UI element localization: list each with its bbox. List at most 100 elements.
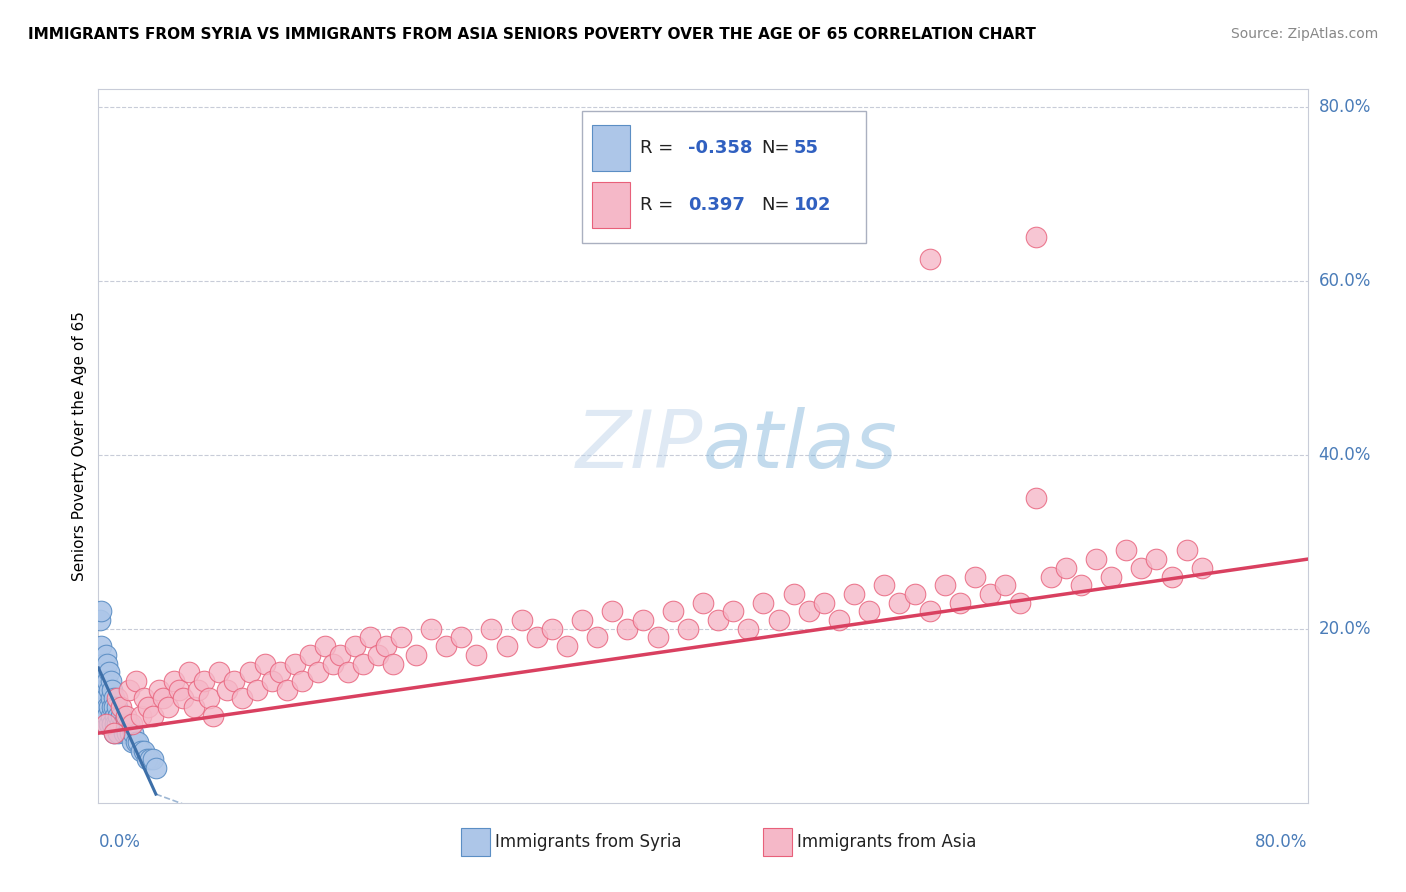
Point — [246, 682, 269, 697]
Point — [540, 622, 562, 636]
Text: 0.0%: 0.0% — [98, 833, 141, 851]
Point — [96, 673, 118, 688]
Point — [797, 604, 820, 618]
Point — [94, 708, 117, 723]
Point — [979, 587, 1001, 601]
Point — [307, 665, 329, 680]
Text: N=: N= — [761, 196, 790, 214]
Point — [1085, 552, 1108, 566]
Point — [465, 648, 488, 662]
Point — [1024, 491, 1046, 506]
Point — [96, 700, 118, 714]
Point — [1144, 552, 1167, 566]
Point — [299, 648, 322, 662]
Text: R =: R = — [640, 139, 673, 157]
Point — [103, 726, 125, 740]
Point — [125, 673, 148, 688]
Point — [101, 682, 124, 697]
Point — [91, 657, 114, 671]
Point — [187, 682, 209, 697]
Point — [782, 587, 804, 601]
Point — [93, 665, 115, 680]
Point — [631, 613, 654, 627]
Text: 80.0%: 80.0% — [1319, 97, 1371, 116]
Point — [434, 639, 457, 653]
Point — [1010, 596, 1032, 610]
Point — [510, 613, 533, 627]
Point — [208, 665, 231, 680]
Text: N=: N= — [761, 139, 790, 157]
Text: 80.0%: 80.0% — [1256, 833, 1308, 851]
Point — [752, 596, 775, 610]
Bar — [461, 828, 491, 856]
Point — [94, 691, 117, 706]
Point — [125, 735, 148, 749]
Point — [129, 743, 152, 757]
Point — [367, 648, 389, 662]
Point — [91, 691, 114, 706]
Point — [104, 717, 127, 731]
Point — [586, 631, 609, 645]
Point — [107, 726, 129, 740]
Point — [224, 673, 246, 688]
Point — [239, 665, 262, 680]
Point — [202, 708, 225, 723]
Point — [262, 673, 284, 688]
Point — [91, 673, 114, 688]
Point — [352, 657, 374, 671]
Point — [107, 708, 129, 723]
Point — [284, 657, 307, 671]
Point — [1070, 578, 1092, 592]
Point — [120, 726, 142, 740]
Point — [110, 708, 132, 723]
Point — [1054, 561, 1077, 575]
Point — [121, 717, 143, 731]
Text: -0.358: -0.358 — [689, 139, 754, 157]
Point — [118, 717, 141, 731]
Point — [94, 717, 117, 731]
Point — [108, 717, 131, 731]
Point — [193, 673, 215, 688]
Point — [269, 665, 291, 680]
Point — [104, 708, 127, 723]
Text: 0.397: 0.397 — [689, 196, 745, 214]
Bar — [592, 182, 630, 228]
Point — [858, 604, 880, 618]
Point — [100, 708, 122, 723]
Text: Immigrants from Asia: Immigrants from Asia — [797, 833, 977, 851]
Point — [329, 648, 352, 662]
Point — [314, 639, 336, 653]
Point — [135, 752, 157, 766]
Point — [419, 622, 441, 636]
Point — [101, 717, 124, 731]
Point — [291, 673, 314, 688]
Text: R =: R = — [640, 196, 673, 214]
Text: ZIP: ZIP — [575, 407, 703, 485]
Bar — [592, 125, 630, 171]
Point — [1175, 543, 1198, 558]
Point — [1039, 569, 1062, 583]
Point — [177, 665, 201, 680]
Text: Immigrants from Syria: Immigrants from Syria — [495, 833, 682, 851]
Text: 40.0%: 40.0% — [1319, 446, 1371, 464]
Point — [100, 691, 122, 706]
Point — [231, 691, 253, 706]
Text: atlas: atlas — [703, 407, 898, 485]
Point — [215, 682, 238, 697]
Point — [98, 717, 121, 731]
Bar — [763, 828, 793, 856]
Point — [163, 673, 186, 688]
Point — [142, 752, 165, 766]
Point — [276, 682, 298, 697]
Point — [889, 596, 911, 610]
Point — [139, 752, 162, 766]
Point — [115, 726, 138, 740]
Point — [616, 622, 638, 636]
Point — [93, 700, 115, 714]
Point — [526, 631, 548, 645]
Point — [114, 717, 136, 731]
Point — [389, 631, 412, 645]
Text: IMMIGRANTS FROM SYRIA VS IMMIGRANTS FROM ASIA SENIORS POVERTY OVER THE AGE OF 65: IMMIGRANTS FROM SYRIA VS IMMIGRANTS FROM… — [28, 27, 1036, 42]
Point — [676, 622, 699, 636]
Point — [374, 639, 396, 653]
